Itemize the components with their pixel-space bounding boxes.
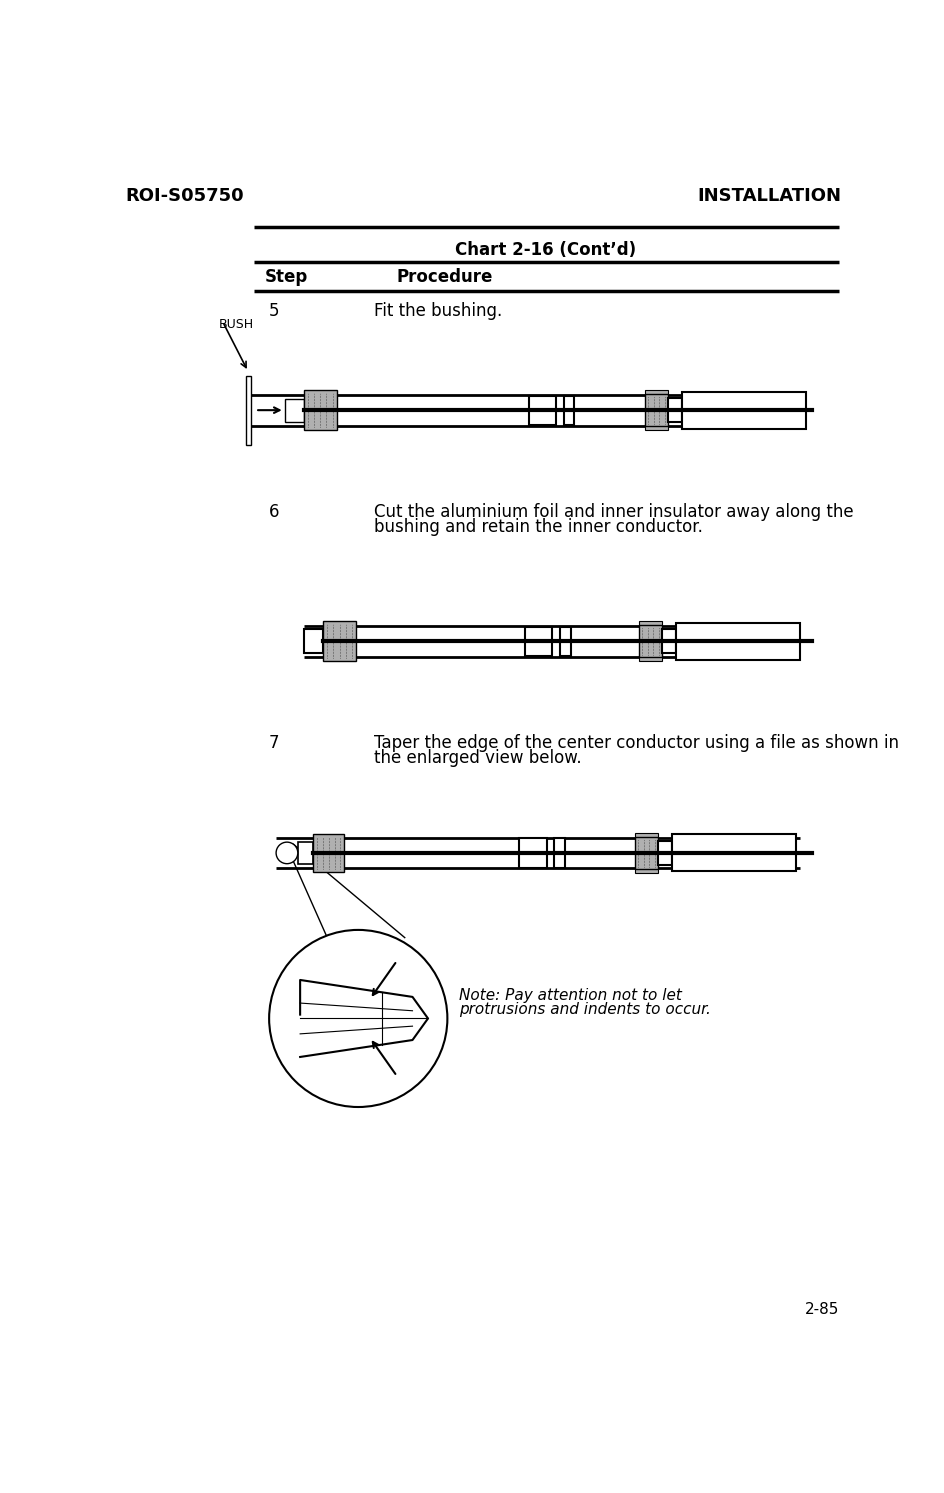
Bar	[324, 621, 356, 661]
Text: Procedure: Procedure	[397, 267, 494, 285]
Bar	[645, 390, 668, 396]
Bar	[635, 833, 658, 839]
Text: protrusions and indents to occur.: protrusions and indents to occur.	[459, 1002, 711, 1017]
Bar	[672, 835, 796, 872]
Text: 7: 7	[269, 733, 279, 751]
Text: INSTALLATION: INSTALLATION	[698, 187, 842, 205]
Bar	[554, 838, 565, 867]
Bar	[304, 629, 324, 654]
Bar	[313, 833, 345, 872]
Circle shape	[276, 842, 297, 863]
Bar	[683, 391, 806, 428]
Bar	[560, 627, 570, 655]
Bar	[519, 838, 547, 867]
Bar	[668, 397, 683, 423]
Text: 5: 5	[269, 303, 279, 321]
Text: Step: Step	[265, 267, 309, 285]
Text: Taper the edge of the center conductor using a file as shown in: Taper the edge of the center conductor u…	[374, 733, 899, 751]
Bar	[245, 376, 251, 445]
Bar	[304, 390, 337, 430]
Text: bushing and retain the inner conductor.: bushing and retain the inner conductor.	[374, 518, 702, 536]
Bar	[645, 394, 668, 427]
Bar	[639, 655, 662, 661]
Bar	[529, 396, 556, 426]
Bar	[658, 841, 672, 866]
Bar	[635, 867, 658, 873]
Text: Cut the aluminium foil and inner insulator away along the: Cut the aluminium foil and inner insulat…	[374, 503, 853, 521]
Bar	[525, 627, 552, 655]
Text: 2-85: 2-85	[804, 1302, 839, 1317]
Bar	[639, 626, 662, 657]
Bar	[676, 623, 800, 660]
Bar	[639, 621, 662, 627]
Text: BUSH: BUSH	[219, 318, 254, 331]
Text: Chart 2-16 (Cont’d): Chart 2-16 (Cont’d)	[455, 240, 636, 258]
Bar	[285, 399, 304, 421]
Text: Note: Pay attention not to let: Note: Pay attention not to let	[459, 988, 682, 1003]
Bar	[645, 424, 668, 430]
Bar	[564, 396, 575, 426]
Circle shape	[269, 930, 447, 1106]
Bar	[635, 836, 658, 869]
Text: the enlarged view below.: the enlarged view below.	[374, 749, 582, 767]
Bar	[297, 842, 313, 863]
Text: ROI-S05750: ROI-S05750	[126, 187, 244, 205]
Text: 6: 6	[269, 503, 279, 521]
Bar	[662, 629, 676, 654]
Text: Fit the bushing.: Fit the bushing.	[374, 303, 502, 321]
